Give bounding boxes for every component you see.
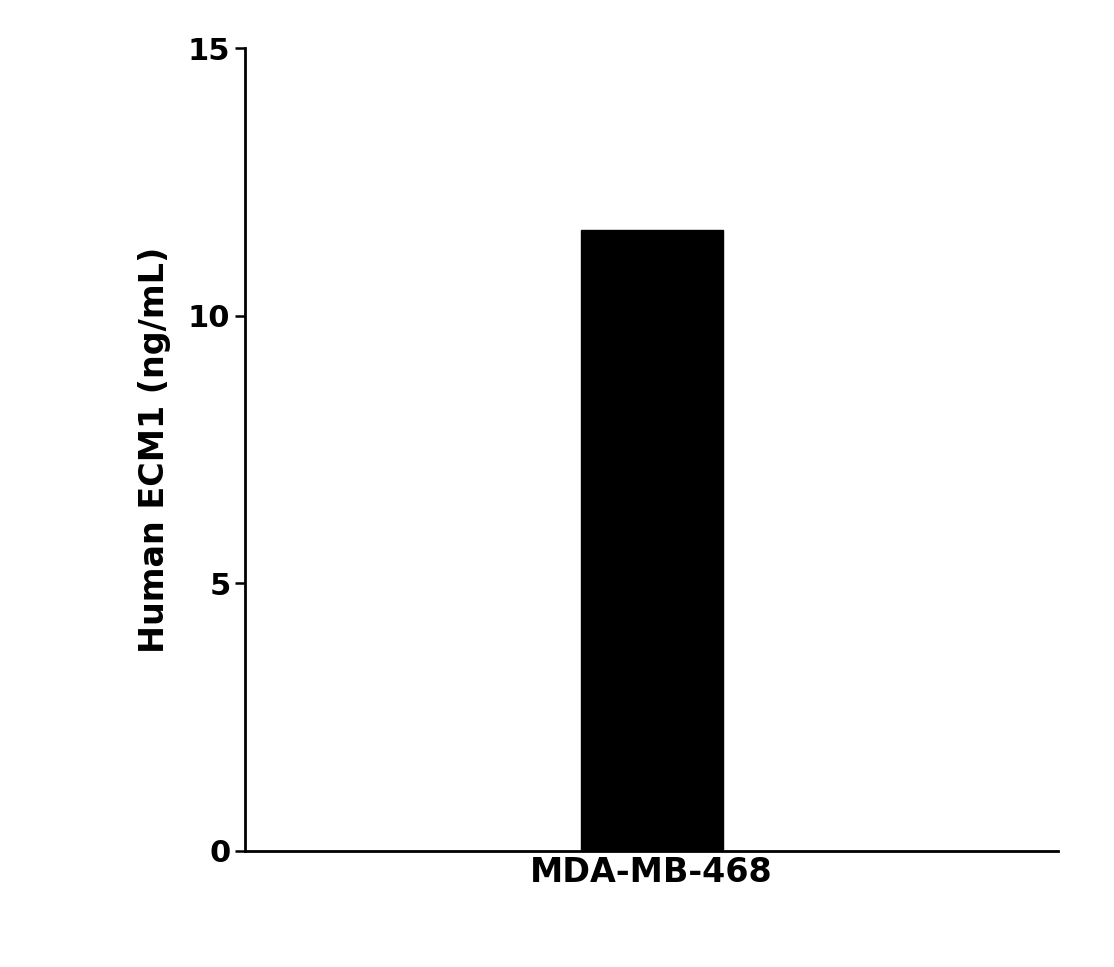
Bar [580, 230, 723, 851]
Y-axis label: Human ECM1 (ng/mL): Human ECM1 (ng/mL) [138, 247, 172, 653]
